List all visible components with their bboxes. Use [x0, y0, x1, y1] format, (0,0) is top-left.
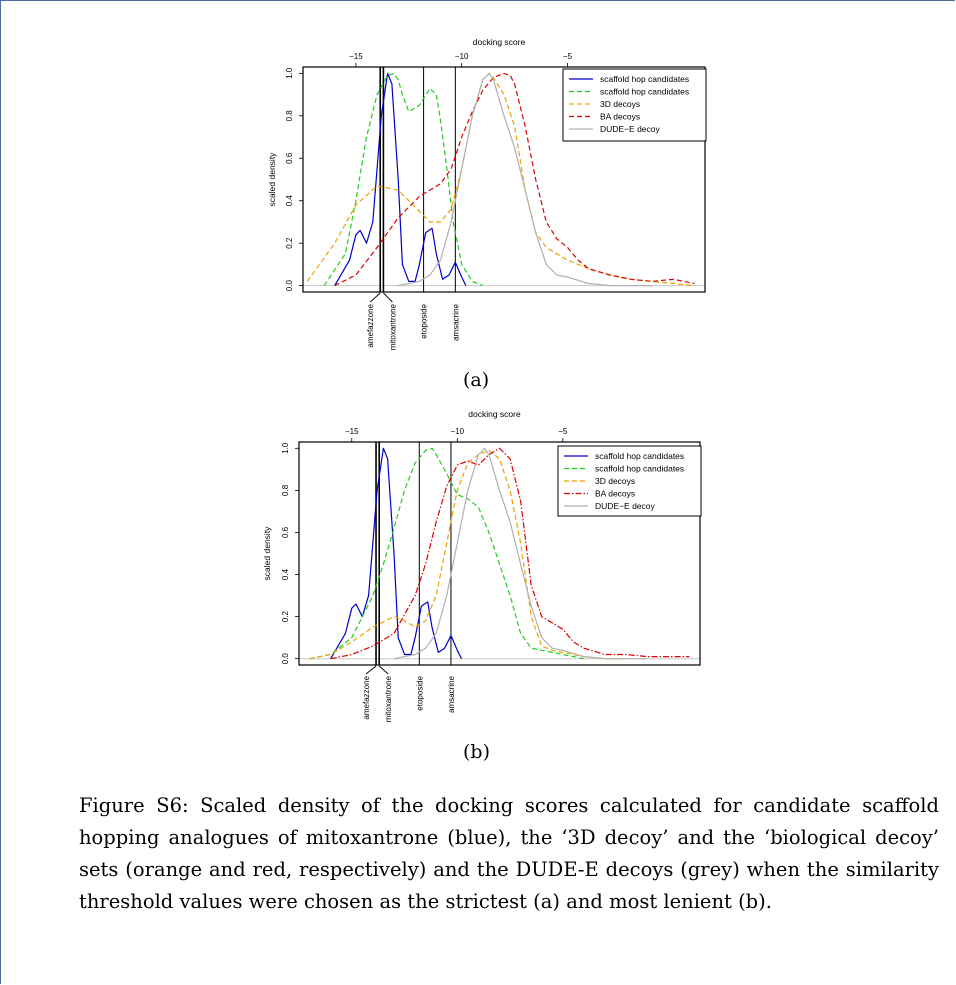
y-tick-label: 0.4: [281, 568, 290, 580]
y-axis-title: scaled density: [267, 152, 277, 207]
drug-label-amsacrine: amsacrine: [447, 675, 456, 712]
y-tick-label: 1.0: [285, 67, 294, 79]
legend-label-0: scaffold hop candidates: [600, 74, 689, 84]
x-axis-title: docking score: [468, 409, 521, 419]
plot-border: [298, 441, 701, 666]
y-tick-label: 0.8: [285, 110, 294, 122]
label-pointer-amefazzone: [365, 665, 377, 675]
legend-label-3: BA decoys: [600, 112, 640, 122]
plot-border: [302, 66, 706, 293]
legend-label-0: scaffold hop candidates: [595, 451, 684, 461]
x-axis-title: docking score: [473, 37, 526, 47]
y-tick-label: 0.0: [285, 280, 294, 292]
x-tick-label: −15: [345, 427, 359, 436]
series-line-0: [334, 72, 467, 286]
legend-label-4: DUDE−E decoy: [600, 124, 661, 134]
drug-label-etoposide: etoposide: [420, 303, 429, 338]
series-line-3: [330, 447, 690, 660]
drug-label-amefazzone: amefazzone: [362, 675, 371, 719]
panel-label-b: (b): [463, 741, 490, 763]
legend-label-1: scaffold hop candidates: [600, 87, 689, 97]
series-line-1: [323, 72, 484, 287]
y-tick-label: 0.0: [281, 653, 290, 665]
x-tick-label: −5: [563, 52, 573, 61]
series-line-1: [309, 447, 585, 660]
series-line-4: [393, 447, 648, 660]
y-tick-label: 0.2: [281, 611, 290, 623]
chart-panel-a: −15 −10 −5 docking score 0.0 0.2 0.4 0.6 0.8 1.0 s…: [267, 37, 707, 350]
y-axis-title: scaled density: [262, 526, 272, 581]
y-tick-label: 0.8: [281, 484, 290, 496]
x-tick-label: −10: [455, 52, 469, 61]
drug-label-mitoxantrone: mitoxantrone: [388, 303, 397, 350]
y-tick-label: 0.4: [285, 195, 294, 207]
legend-label-2: 3D decoys: [595, 476, 635, 486]
legend-label-3: BA decoys: [595, 489, 635, 499]
legend-label-2: 3D decoys: [600, 99, 640, 109]
series-line-4: [398, 72, 653, 287]
label-pointer-amefazzone: [369, 292, 381, 303]
legend-label-4: DUDE−E decoy: [595, 501, 656, 511]
y-tick-label: 0.2: [285, 237, 294, 249]
drug-label-amefazzone: amefazzone: [366, 303, 375, 347]
y-tick-label: 1.0: [281, 442, 290, 454]
series-line-0: [330, 447, 463, 660]
drug-label-mitoxantrone: mitoxantrone: [384, 675, 393, 722]
legend-label-1: scaffold hop candidates: [595, 464, 684, 474]
y-tick-label: 0.6: [285, 152, 294, 164]
x-tick-label: −5: [558, 427, 568, 436]
y-tick-label: 0.6: [281, 526, 290, 538]
figure-canvas: −15 −10 −5 docking score 0.0 0.2 0.4 0.6 0.8 1.0 s…: [262, 37, 707, 722]
x-tick-label: −10: [451, 427, 465, 436]
chart-panel-b: −15 −10 −5 docking score 0.0 0.2 0.4 0.6 0.8 1.0 s…: [262, 409, 702, 722]
drug-label-etoposide: etoposide: [415, 675, 424, 710]
panel-label-a: (a): [463, 369, 490, 391]
label-pointer-mitoxantrone: [378, 665, 389, 675]
label-pointer-mitoxantrone: [383, 292, 393, 303]
x-tick-label: −15: [349, 52, 363, 61]
series-line-3: [334, 72, 695, 287]
figure-caption: Figure S6: Scaled density of the docking…: [79, 794, 939, 913]
drug-label-amsacrine: amsacrine: [451, 303, 460, 340]
